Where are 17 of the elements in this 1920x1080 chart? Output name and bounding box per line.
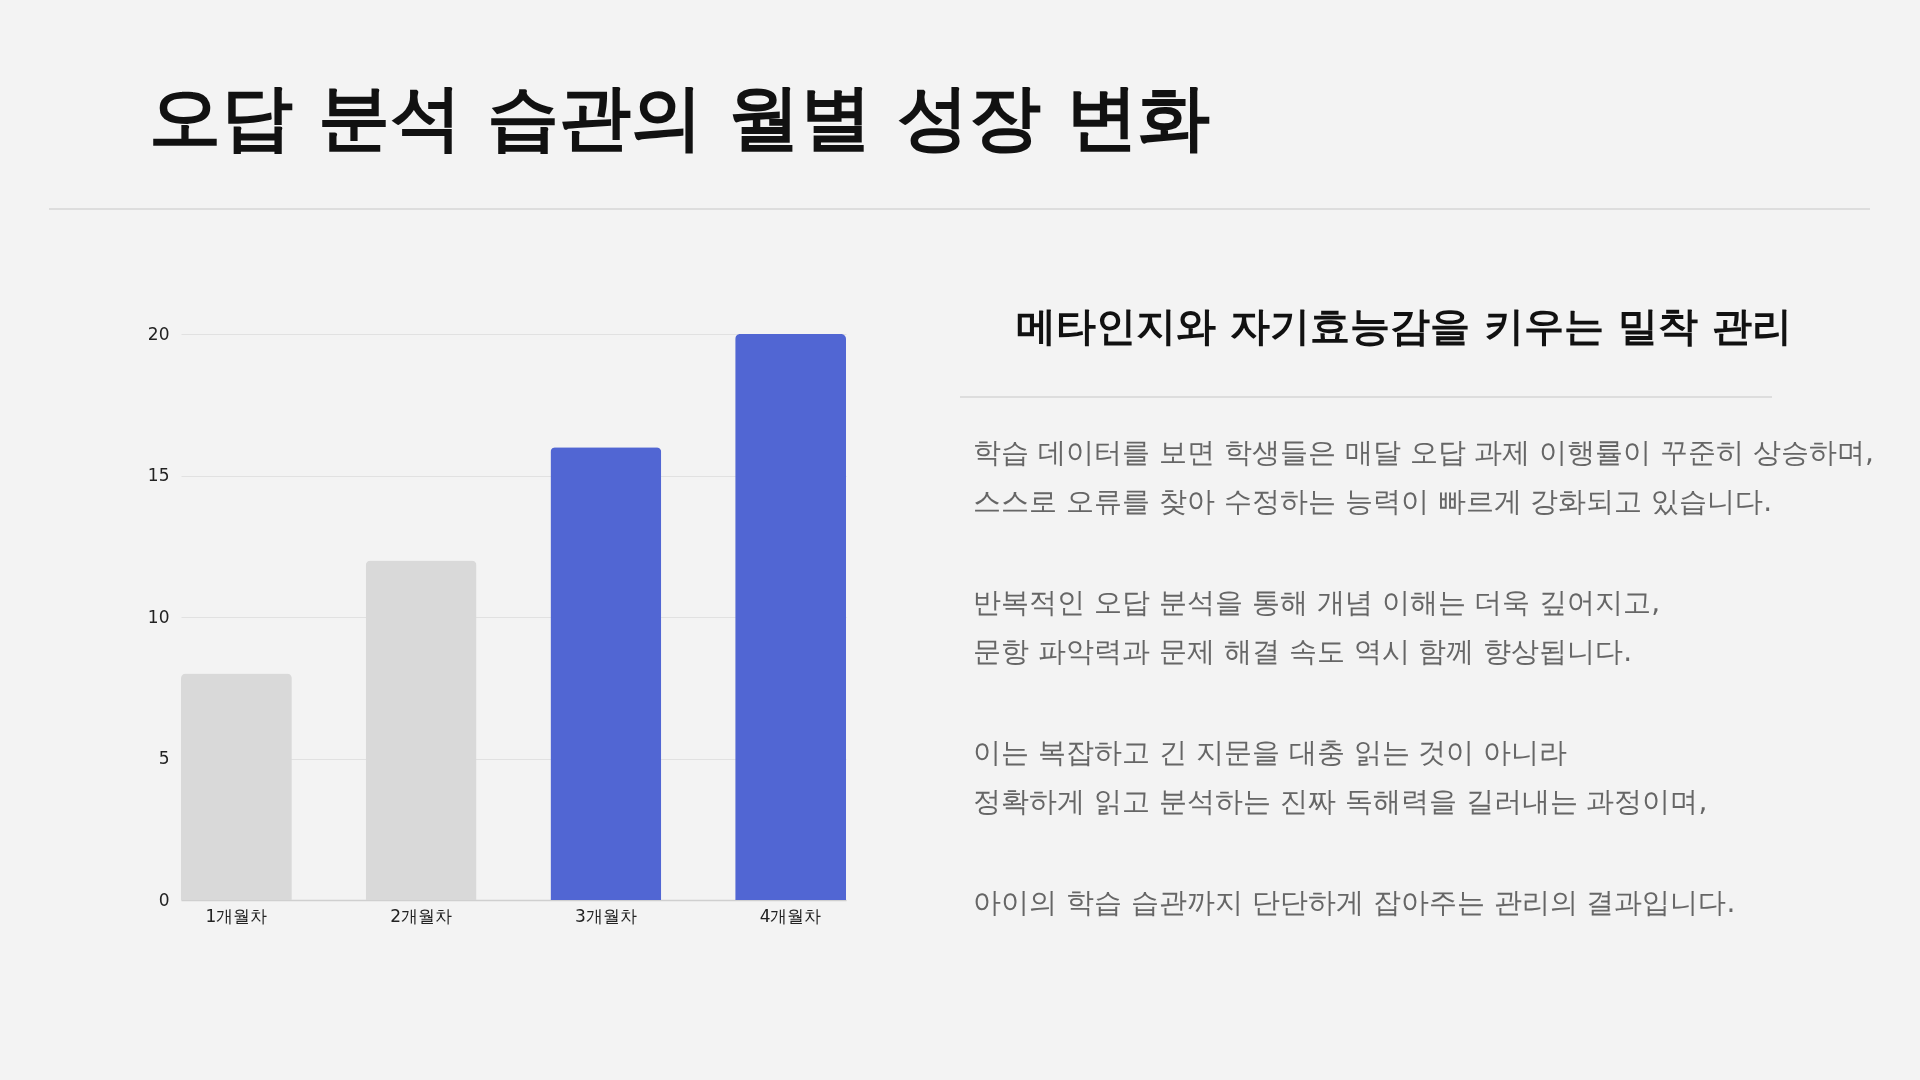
y-tick-label: 15 [147, 465, 170, 485]
x-tick-label: 3개월차 [574, 905, 637, 926]
text: 이는 복잡하고 긴 지문을 대충 읽는 것이 아니라 정확하게 읽고 분석하는 진짜 독해력을 길러내는 과정이며, [973, 736, 1708, 818]
x-tick-label: 4개월차 [759, 905, 822, 926]
bar [550, 447, 662, 900]
y-tick-label: 5 [158, 748, 170, 768]
x-tick-label: 2개월차 [390, 905, 453, 926]
bar [735, 334, 846, 900]
x-tick-label: 1개월차 [205, 905, 268, 926]
text: 메타인지와 자기효능감을 키우는 밀착 관리 [1016, 303, 1792, 349]
y-tick-label: 0 [158, 889, 170, 910]
text: 학습 데이터를 보면 학생들은 매달 오답 과제 이행률이 꾸준히 상승하며, 스스로 오류를 찾아 수정하는 능력이 빠르게 강화되고 있습니다. [973, 436, 1875, 518]
y-tick-label: 20 [147, 323, 170, 344]
text: 반복적인 오답 분석을 통해 개념 이해는 더욱 깊어지고, 문항 파악력과 문제 해결 속도 역시 함께 향상됩니다. [973, 586, 1661, 668]
text: 아이의 학습 습관까지 단단하게 잡아주는 관리의 결과입니다. [973, 886, 1736, 919]
y-tick-label: 10 [147, 606, 170, 627]
chart-title: 오답 분석 습관의 월별 성장 변화 [149, 75, 1211, 159]
